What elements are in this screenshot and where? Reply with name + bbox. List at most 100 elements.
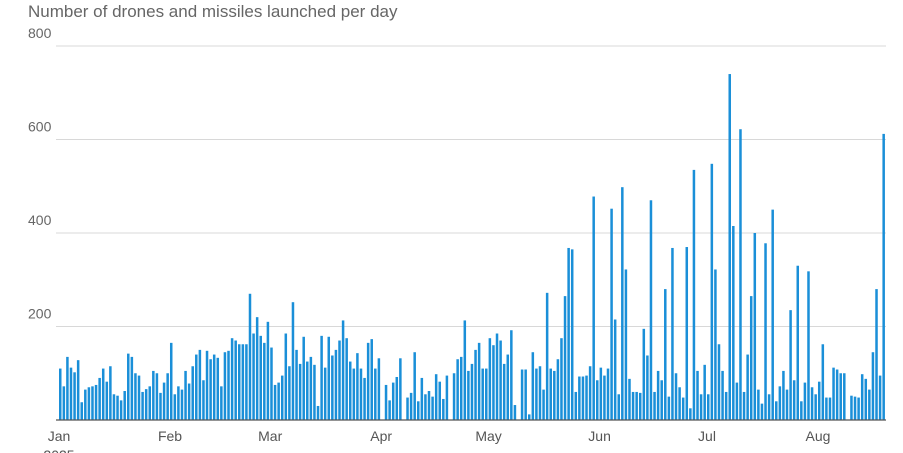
bar-day-43 bbox=[209, 359, 212, 420]
bar-day-115 bbox=[467, 370, 470, 420]
bar-day-157 bbox=[617, 394, 620, 420]
x-tick-label-jun: Jun bbox=[588, 428, 611, 444]
bar-day-218 bbox=[835, 369, 839, 420]
bar-day-124 bbox=[499, 340, 502, 420]
bar-day-195 bbox=[753, 233, 757, 420]
bar-day-142 bbox=[563, 296, 567, 420]
bar-day-211 bbox=[810, 387, 814, 420]
bar-day-100 bbox=[413, 352, 416, 420]
bar-day-119 bbox=[481, 368, 484, 420]
bar-day-172 bbox=[671, 247, 674, 420]
bar-day-132 bbox=[527, 414, 531, 420]
bar-day-215 bbox=[825, 397, 828, 420]
bar-day-190 bbox=[735, 382, 739, 420]
bar-day-48 bbox=[227, 350, 230, 420]
bar-day-96 bbox=[399, 358, 402, 420]
bar-day-107 bbox=[438, 381, 441, 420]
bar-day-134 bbox=[535, 368, 538, 420]
x-tick-label-apr: Apr bbox=[370, 428, 392, 444]
y-tick-label-800: 800 bbox=[28, 25, 52, 41]
bar-day-109 bbox=[445, 375, 449, 420]
bar-day-114 bbox=[463, 320, 467, 420]
bar-day-126 bbox=[506, 354, 510, 420]
bar-day-104 bbox=[427, 391, 431, 420]
bar-day-171 bbox=[667, 396, 671, 421]
bar-day-151 bbox=[596, 380, 599, 420]
bar-day-226 bbox=[864, 378, 868, 420]
bar-day-65 bbox=[288, 366, 291, 420]
bar-day-19 bbox=[123, 391, 126, 420]
bar-day-83 bbox=[352, 368, 356, 420]
x-tick-label-may: May bbox=[475, 428, 501, 444]
bar-day-192 bbox=[742, 391, 746, 420]
bar-day-133 bbox=[531, 352, 535, 420]
bar-day-159 bbox=[624, 269, 628, 420]
bar-day-199 bbox=[767, 394, 771, 420]
bar-day-54 bbox=[248, 293, 252, 420]
bar-day-63 bbox=[280, 375, 284, 420]
bar-day-167 bbox=[653, 391, 656, 420]
bar-day-87 bbox=[366, 342, 370, 420]
bar-day-35 bbox=[180, 389, 184, 420]
bar-day-173 bbox=[674, 373, 678, 420]
bar-day-168 bbox=[656, 370, 660, 420]
bar-day-84 bbox=[356, 353, 359, 420]
bar-day-2 bbox=[62, 386, 66, 420]
bar-day-28 bbox=[155, 373, 159, 420]
bar-day-160 bbox=[628, 378, 631, 420]
bar-day-89 bbox=[374, 368, 377, 420]
bar-day-141 bbox=[560, 338, 563, 420]
bar-day-161 bbox=[631, 391, 635, 420]
bar-day-144 bbox=[570, 249, 574, 420]
bar-day-18 bbox=[119, 400, 123, 420]
bar-day-121 bbox=[488, 338, 492, 420]
bar-day-81 bbox=[345, 338, 348, 420]
bar-day-53 bbox=[245, 344, 248, 420]
bar-day-150 bbox=[592, 196, 595, 420]
bar-day-29 bbox=[159, 392, 162, 420]
bar-day-219 bbox=[839, 373, 842, 420]
bar-day-14 bbox=[105, 381, 109, 420]
bar-day-222 bbox=[850, 395, 853, 420]
bar-day-224 bbox=[857, 397, 860, 420]
bar-day-77 bbox=[331, 355, 334, 420]
bar-day-155 bbox=[610, 208, 613, 420]
bar-day-42 bbox=[205, 350, 209, 420]
bar-day-125 bbox=[502, 363, 506, 420]
bar-day-193 bbox=[746, 354, 749, 420]
bar-day-198 bbox=[764, 243, 767, 420]
bar-day-156 bbox=[613, 319, 617, 420]
bar-day-116 bbox=[470, 363, 474, 420]
bar-day-202 bbox=[778, 386, 782, 420]
bar-day-59 bbox=[266, 321, 270, 420]
bar-day-145 bbox=[574, 391, 578, 420]
bar-day-112 bbox=[456, 359, 459, 420]
bar-day-13 bbox=[101, 368, 105, 420]
bar-day-108 bbox=[442, 398, 445, 420]
bar-day-196 bbox=[757, 389, 760, 420]
bar-day-183 bbox=[710, 163, 714, 420]
bar-day-3 bbox=[66, 356, 69, 420]
bar-day-40 bbox=[198, 349, 202, 421]
bar-day-64 bbox=[284, 333, 288, 420]
bar-day-98 bbox=[406, 397, 409, 420]
bar-day-101 bbox=[417, 401, 420, 420]
bar-day-4 bbox=[69, 367, 73, 420]
x-tick-label-feb: Feb bbox=[158, 428, 182, 444]
x-axis-ticks: Jan 2025 Feb Mar Apr May Jun Jul Aug bbox=[43, 428, 830, 453]
bar-day-154 bbox=[606, 368, 610, 420]
bar-day-152 bbox=[599, 367, 603, 420]
bar-day-185 bbox=[717, 344, 721, 420]
bar-day-85 bbox=[359, 368, 363, 420]
bar-day-213 bbox=[817, 381, 821, 420]
bar-day-165 bbox=[646, 355, 649, 420]
bar-day-95 bbox=[395, 376, 399, 420]
bar-day-103 bbox=[424, 394, 427, 420]
bar-day-30 bbox=[162, 382, 166, 420]
bar-day-208 bbox=[800, 401, 803, 420]
bar-day-137 bbox=[545, 292, 549, 420]
bar-day-217 bbox=[832, 367, 835, 420]
bar-day-207 bbox=[796, 265, 800, 420]
bar-day-187 bbox=[724, 391, 728, 420]
